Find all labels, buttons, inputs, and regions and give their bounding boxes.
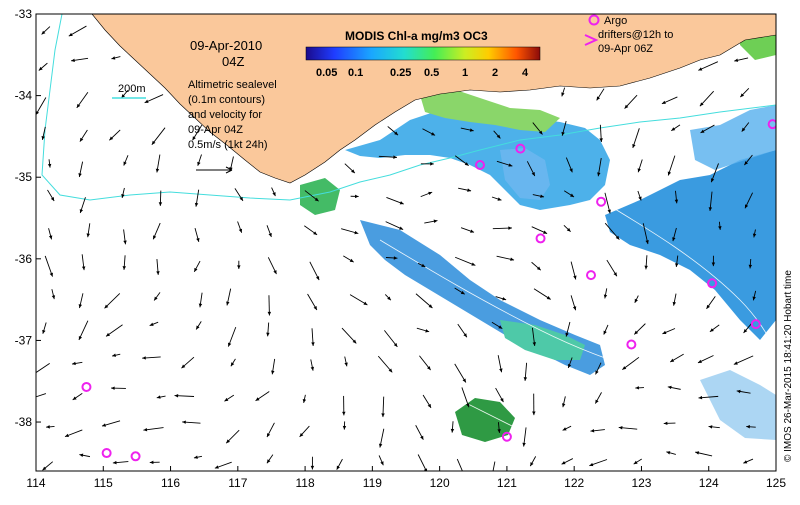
- description-line: (0.1m contours): [188, 94, 265, 106]
- x-tick-label: 124: [699, 476, 719, 490]
- x-tick-label: 122: [564, 476, 584, 490]
- colorbar: [306, 47, 540, 60]
- description-line: 0.5m/s (1kt 24h): [188, 139, 267, 151]
- description-line: Altimetric sealevel: [188, 79, 277, 91]
- map-date: 09-Apr-2010: [190, 38, 262, 53]
- description-line: 09-Apr 04Z: [188, 124, 243, 136]
- x-tick-label: 120: [430, 476, 450, 490]
- y-tick-label: -35: [15, 170, 33, 184]
- x-tick-label: 117: [228, 476, 247, 490]
- colorbar-tick: 4: [522, 67, 529, 79]
- x-tick-label: 114: [26, 476, 45, 490]
- colorbar-tick: 0.1: [348, 67, 363, 79]
- y-tick-label: -33: [15, 7, 33, 21]
- argo-legend-line: Argo: [604, 15, 627, 27]
- x-tick-label: 115: [94, 476, 113, 490]
- x-tick-label: 119: [363, 476, 382, 490]
- x-tick-label: 118: [296, 476, 315, 490]
- colorbar-title: MODIS Chl-a mg/m3 OC3: [345, 29, 488, 43]
- shelf-legend-label: 200m: [118, 83, 146, 95]
- colorbar-tick: 1: [462, 67, 468, 79]
- colorbar-tick: 0.25: [390, 67, 411, 79]
- y-tick-label: -36: [15, 252, 33, 266]
- x-tick-label: 125: [766, 476, 786, 490]
- colorbar-tick: 2: [492, 67, 498, 79]
- colorbar-tick: 0.05: [316, 67, 337, 79]
- argo-legend-line: drifters@12h to: [598, 29, 673, 41]
- y-tick-label: -37: [15, 333, 33, 347]
- colorbar-tick: 0.5: [424, 67, 439, 79]
- description-line: and velocity for: [188, 109, 262, 121]
- x-tick-label: 116: [161, 476, 180, 490]
- x-tick-label: 123: [631, 476, 651, 490]
- map-time: 04Z: [222, 54, 244, 69]
- y-tick-label: -34: [15, 89, 33, 103]
- x-tick-label: 121: [497, 476, 517, 490]
- y-tick-label: -38: [15, 415, 33, 429]
- argo-legend-line: 09-Apr 06Z: [598, 43, 653, 55]
- credit-text: © IMOS 26-Mar-2015 18:41:20 Hobart time: [783, 270, 794, 462]
